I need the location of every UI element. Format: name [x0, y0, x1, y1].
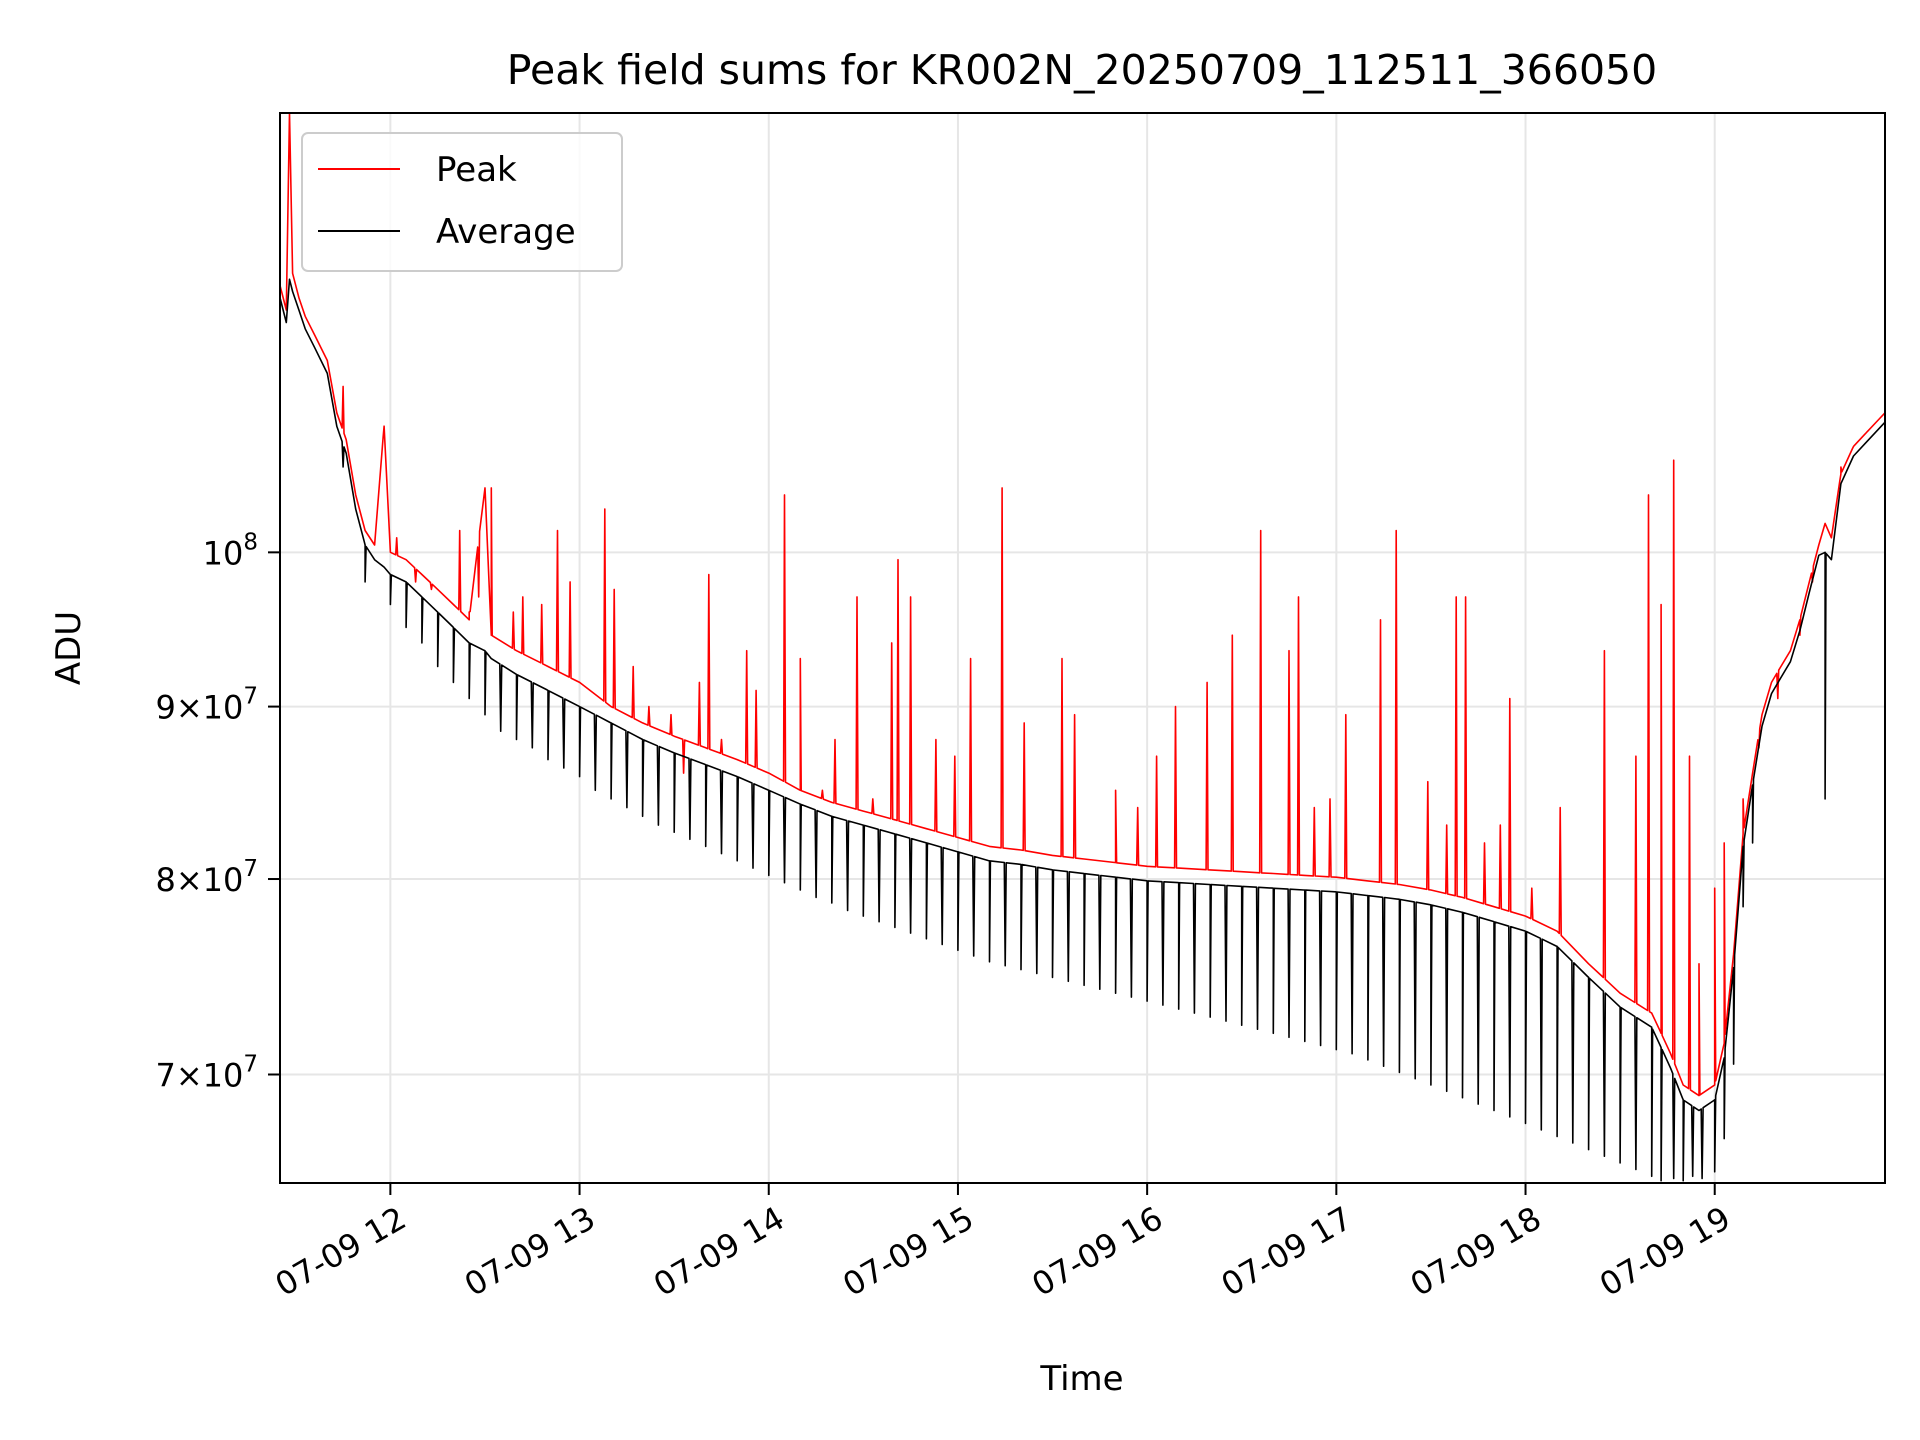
series-line-average [280, 278, 1885, 1182]
y-tick-base: 10 [203, 1057, 244, 1095]
y-tick-exponent: 7 [243, 1052, 258, 1078]
y-tick-times: × [176, 861, 203, 899]
plot-area [280, 113, 1885, 1182]
y-tick-label: 7×107 [155, 1052, 258, 1095]
series-line-peak [280, 113, 1885, 1097]
y-axis-label: ADU [49, 611, 89, 685]
y-tick-label: 9×107 [155, 684, 258, 727]
y-tick-exponent: 8 [243, 529, 258, 555]
legend: Peak Average [301, 132, 623, 272]
y-tick-mantissa: 8 [155, 861, 175, 899]
grid [280, 113, 1885, 1183]
y-tick-base: 10 [203, 689, 244, 727]
legend-label-peak: Peak [436, 150, 517, 190]
legend-label-average: Average [436, 212, 576, 252]
x-axis-label: Time [1039, 1359, 1123, 1399]
plot-frame [279, 112, 1886, 1184]
y-tick-base: 10 [203, 861, 244, 899]
legend-frame [301, 132, 623, 272]
y-tick-mantissa: 7 [155, 1057, 175, 1095]
y-tick-label: 108 [203, 529, 258, 572]
chart-title: Peak field sums for KR002N_20250709_1125… [507, 46, 1657, 94]
y-tick-base: 10 [203, 534, 244, 572]
y-tick-mantissa: 9 [155, 689, 175, 727]
y-tick-exponent: 7 [243, 856, 258, 882]
y-tick-times: × [176, 689, 203, 727]
y-tick-times: × [176, 1057, 203, 1095]
y-tick-exponent: 7 [243, 684, 258, 710]
y-tick-label: 8×107 [155, 856, 258, 899]
